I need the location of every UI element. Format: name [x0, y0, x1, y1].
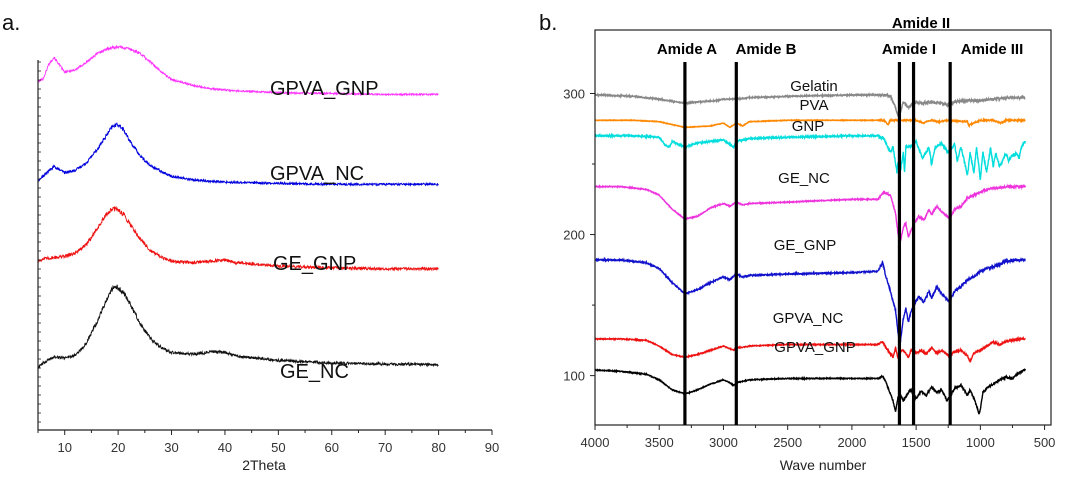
panel-b-x-axis-label: Wave number	[780, 457, 867, 473]
series-label-ge-nc-b: GE_NC	[778, 170, 830, 187]
panel-a-x-tick-label: 60	[325, 440, 339, 455]
panel-a-series-ge-gnp	[37, 205, 439, 272]
panel-b-x-tick-label: 2500	[773, 435, 802, 450]
panel-a-x-tick-label: 80	[431, 440, 445, 455]
panel-a-x-tick-label: 50	[271, 440, 285, 455]
vline-label-amide-a: Amide A	[657, 41, 717, 58]
series-label-gelatin: Gelatin	[790, 78, 838, 95]
panel-b-series-ge-nc	[594, 183, 1026, 244]
panel-b-series-gpva-nc	[594, 335, 1026, 363]
panel-b-x-tick-label: 1000	[966, 435, 995, 450]
panel-b-plot-frame	[594, 29, 1052, 426]
panel-a-x-tick-label: 20	[111, 440, 125, 455]
panel-b-y-tick-label: 300	[563, 86, 585, 101]
series-label-gpva-nc-b: GPVA_NC	[773, 310, 844, 327]
panel-b-x-tick-label: 1500	[902, 435, 931, 450]
vline-label-amide-b: Amide B	[736, 41, 797, 58]
panel-a-series-ge-nc	[37, 284, 439, 370]
panel-a-x-ticks: 10 20 30 40 50 60 70 80 90	[37, 430, 499, 455]
panel-b-series-gpva-gnp	[594, 368, 1026, 415]
panel-a-x-tick-label: 90	[485, 440, 499, 455]
vline-label-amide-i: Amide I	[882, 41, 936, 58]
panel-a-series-gpva-nc	[37, 122, 439, 187]
panel-b-series-gnp	[594, 132, 1026, 181]
series-label-gpva-gnp-b: GPVA_GNP	[774, 339, 855, 356]
panel-a-x-tick-label: 30	[164, 440, 178, 455]
panel-a: a. 10 20 30 40 50 60 70 80 90 2Theta GPVA_GNP GP…	[2, 10, 499, 473]
panel-a-series	[37, 44, 439, 370]
panel-b-amide-lines	[683, 62, 952, 425]
panel-b-y-ticks: 100 200 300	[563, 86, 595, 384]
series-label-gpva-nc: GPVA_NC	[270, 163, 364, 185]
panel-a-x-axis-label: 2Theta	[242, 457, 286, 473]
panel-b-x-ticks: 4000 3500 3000 2500 2000 1500 1000 500	[581, 425, 1056, 450]
panel-a-label: a.	[2, 10, 20, 35]
panel-b-y-tick-label: 100	[563, 369, 585, 384]
panel-b-x-tick-label: 500	[1034, 435, 1056, 450]
panel-b-series-pva	[594, 117, 1026, 129]
panel-b-series-ge-gnp	[594, 256, 1026, 346]
series-label-ge-gnp-b: GE_GNP	[774, 237, 837, 254]
panel-b-series-gelatin	[594, 91, 1026, 117]
vline-label-amide-ii: Amide II	[892, 15, 950, 32]
series-label-gnp: GNP	[792, 118, 825, 135]
panel-b-x-tick-label: 2000	[837, 435, 866, 450]
series-label-ge-nc: GE_NC	[280, 361, 349, 383]
vline-label-amide-iii: Amide III	[961, 41, 1024, 58]
panel-b-x-tick-label: 3500	[645, 435, 674, 450]
series-label-pva: PVA	[800, 97, 829, 114]
panel-a-x-tick-label: 70	[378, 440, 392, 455]
panel-a-series-gpva-gnp	[37, 44, 439, 97]
panel-b-series	[594, 91, 1026, 415]
panel-a-x-tick-label: 10	[57, 440, 71, 455]
panel-b-x-tick-label: 3000	[709, 435, 738, 450]
panel-b-x-tick-label: 4000	[581, 435, 610, 450]
panel-a-x-tick-label: 40	[218, 440, 232, 455]
panel-b-label: b.	[539, 10, 557, 35]
series-label-gpva-gnp: GPVA_GNP	[270, 78, 379, 100]
panel-b-y-tick-label: 200	[563, 228, 585, 243]
series-label-ge-gnp: GE_GNP	[273, 253, 356, 275]
panel-b: b. 100 200 300 4000 3500 3000 2500 2000 1500 100…	[539, 10, 1055, 473]
